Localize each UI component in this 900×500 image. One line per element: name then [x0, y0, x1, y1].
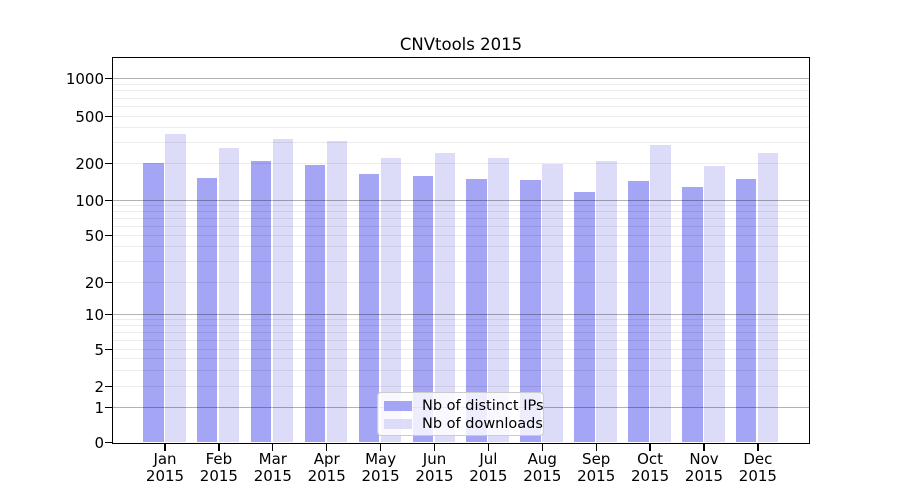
bar-downloads: [165, 134, 186, 442]
bar-downloads: [326, 140, 348, 442]
x-tick-label: Nov 2015: [684, 450, 724, 485]
bar-distinct-ips: [466, 178, 487, 442]
y-tick-mark: [105, 234, 112, 237]
bar-distinct-ips: [520, 179, 541, 442]
bar-distinct-ips: [358, 173, 380, 442]
y-tick-mark: [105, 199, 112, 202]
y-tick-mark: [105, 281, 112, 284]
bar-distinct-ips: [628, 180, 649, 442]
bar-distinct-ips: [412, 175, 433, 442]
y-tick-label: 0: [94, 433, 104, 452]
x-tick-mark: [703, 444, 705, 451]
x-tick-mark: [164, 444, 166, 451]
y-tick-label: 100: [75, 191, 104, 210]
x-tick-label: Jun 2015: [415, 450, 454, 485]
y-tick-label: 5: [94, 340, 104, 359]
legend-item-distinct-ips: Nb of distinct IPs: [384, 397, 544, 415]
bar-downloads: [380, 157, 402, 442]
legend: Nb of distinct IPs Nb of downloads: [377, 392, 544, 436]
x-tick-mark: [595, 444, 597, 451]
x-tick-mark: [379, 444, 382, 451]
x-tick-mark: [326, 444, 328, 451]
y-tick-mark: [105, 441, 112, 444]
bar-downloads: [650, 144, 671, 442]
bar-downloads: [704, 166, 725, 442]
y-tick-label: 500: [75, 107, 104, 126]
bar-distinct-ips: [304, 165, 326, 442]
y-tick-label: 1000: [65, 69, 104, 88]
bar-distinct-ips: [574, 192, 595, 442]
y-tick-mark: [105, 115, 112, 118]
x-tick-mark: [433, 444, 436, 451]
y-tick-label: 10: [84, 305, 104, 324]
x-tick-mark: [487, 444, 490, 451]
y-tick-mark: [105, 406, 112, 409]
x-tick-label: Sep 2015: [577, 450, 616, 485]
x-tick-mark: [649, 444, 651, 451]
y-tick-label: 2: [94, 377, 104, 396]
y-tick-mark: [105, 313, 112, 316]
bar-distinct-ips: [143, 163, 164, 442]
chart-title: CNVtools 2015: [399, 35, 523, 54]
y-tick-label: 20: [84, 273, 104, 292]
bar-distinct-ips: [735, 179, 757, 442]
legend-swatch-distinct-ips: [384, 401, 412, 411]
legend-item-downloads: Nb of downloads: [384, 415, 543, 433]
y-tick-mark: [105, 77, 112, 80]
legend-label-distinct-ips: Nb of distinct IPs: [422, 398, 544, 414]
bar-downloads: [757, 152, 779, 442]
bar-distinct-ips: [250, 160, 272, 442]
x-tick-label: Oct 2015: [631, 450, 670, 485]
y-tick-mark: [105, 348, 112, 351]
x-tick-mark: [541, 444, 543, 451]
x-tick-label: Dec 2015: [738, 450, 777, 485]
bar-downloads: [272, 138, 294, 442]
x-tick-mark: [218, 444, 220, 451]
legend-swatch-downloads: [384, 419, 412, 429]
y-tick-label: 1: [94, 398, 104, 417]
bar-downloads: [488, 158, 509, 442]
y-tick-label: 50: [84, 226, 104, 245]
x-tick-label: May 2015: [361, 450, 400, 485]
bar-downloads: [434, 152, 455, 442]
x-tick-label: Aug 2015: [523, 450, 562, 485]
legend-label-downloads: Nb of downloads: [422, 416, 543, 432]
x-tick-mark: [272, 444, 274, 451]
bars-layer: [113, 58, 809, 443]
plot-area: Nb of distinct IPs Nb of downloads: [112, 57, 810, 444]
x-tick-mark: [757, 444, 759, 451]
y-tick-label: 200: [75, 154, 104, 173]
bar-distinct-ips: [196, 177, 218, 442]
x-tick-label: Apr 2015: [307, 450, 346, 485]
bar-downloads: [542, 164, 563, 442]
x-tick-label: Jul 2015: [469, 450, 508, 485]
x-tick-label: Jan 2015: [145, 450, 185, 485]
y-tick-mark: [105, 385, 112, 388]
x-tick-label: Mar 2015: [253, 450, 292, 485]
x-tick-label: Feb 2015: [199, 450, 238, 485]
y-tick-mark: [105, 162, 112, 165]
bar-downloads: [218, 147, 240, 442]
bar-downloads: [596, 161, 617, 442]
bar-distinct-ips: [682, 187, 703, 442]
